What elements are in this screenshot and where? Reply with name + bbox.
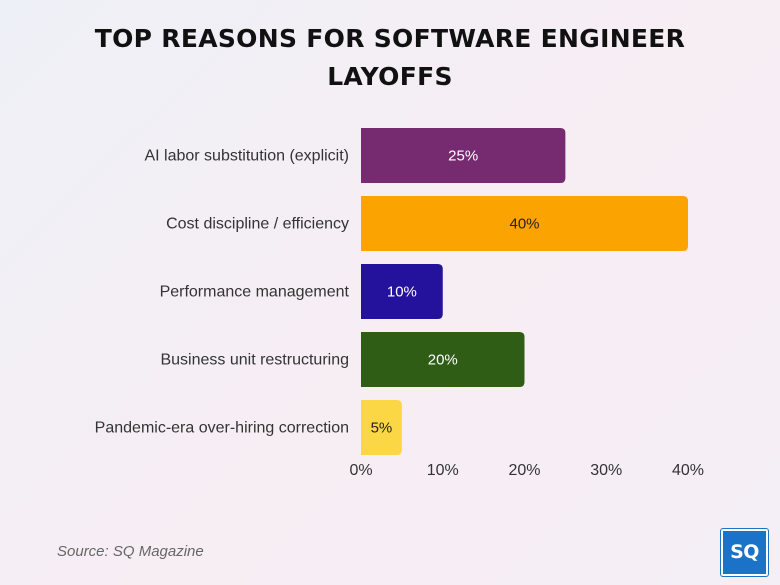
x-tick-label-2: 10% [427,462,459,479]
sq-logo: SQ [720,528,769,577]
data-label-3: 10% [387,284,417,301]
category-label-5: Pandemic-era over-hiring correction [95,420,349,437]
category-label-2: Cost discipline / efficiency [166,216,349,233]
x-tick-label-3: 20% [508,462,540,479]
category-label-4: Business unit restructuring [160,352,349,369]
data-label-4: 20% [428,352,458,369]
chart-title-line-2: LAYOFFS [327,62,453,91]
x-tick-label-1: 0% [349,462,372,479]
data-label-2: 40% [509,216,539,233]
chart-title-line-1: TOP REASONS FOR SOFTWARE ENGINEER [94,24,686,53]
data-label-5: 5% [371,420,393,437]
category-label-3: Performance management [160,284,350,301]
bar-3 [361,264,443,319]
bar-4 [361,332,525,387]
x-tick-label-4: 30% [590,462,622,479]
source-note: Source: SQ Magazine [57,543,204,560]
bar-5 [361,400,402,455]
category-label-1: AI labor substitution (explicit) [144,148,349,165]
bar-1 [361,128,566,183]
x-tick-label-5: 40% [672,462,704,479]
data-label-1: 25% [448,148,478,165]
chart-title: TOP REASONS FOR SOFTWARE ENGINEER LAYOFF… [0,20,780,96]
bar-2 [361,196,688,251]
